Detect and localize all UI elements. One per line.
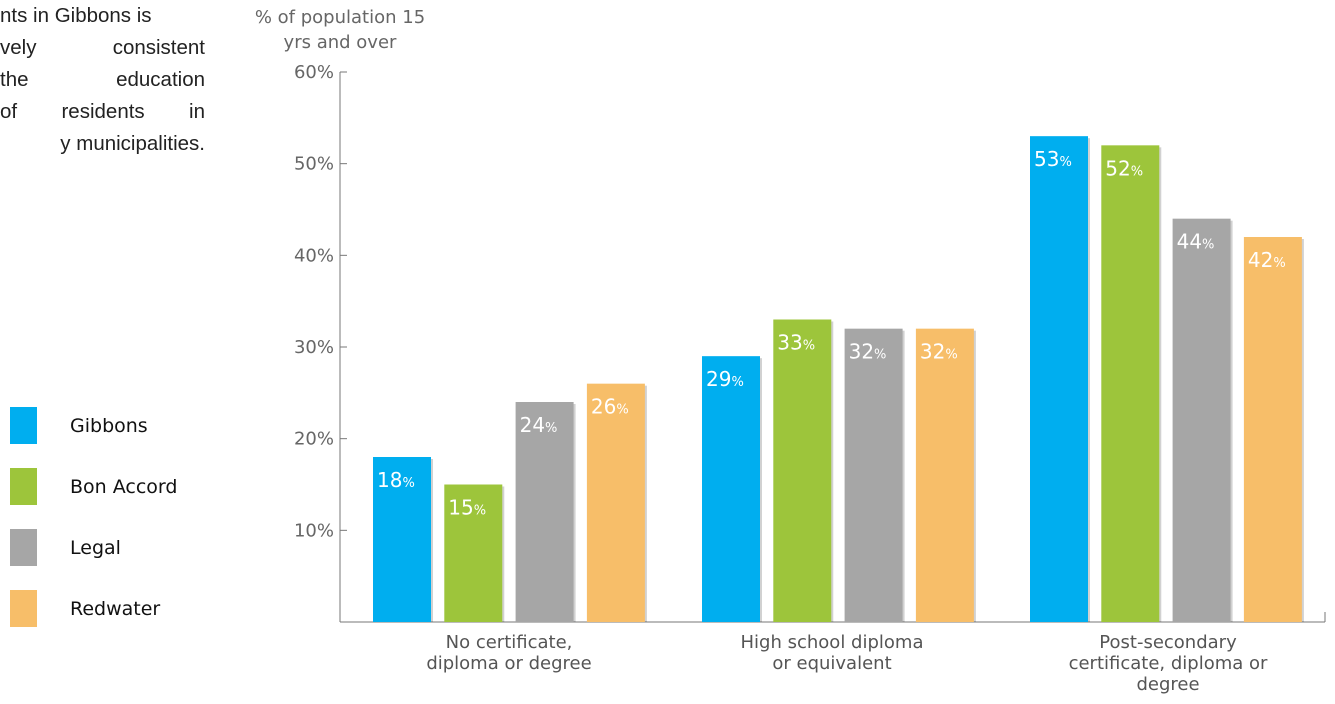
- y-tick-label: 30%: [294, 337, 334, 358]
- bar-shadow: [1159, 147, 1162, 623]
- y-tick-label: 10%: [294, 520, 334, 541]
- y-tick-label: 20%: [294, 429, 334, 450]
- bar-value-number: 32: [920, 340, 945, 364]
- legend-swatch: [10, 468, 37, 505]
- bar-redwater: [586, 383, 645, 622]
- bar-legal: [1172, 218, 1231, 622]
- category-label-line: certificate, diploma or: [1069, 653, 1268, 674]
- category-label-line: No certificate,: [446, 632, 573, 653]
- bar-shadow: [902, 330, 905, 622]
- legend-label: Bon Accord: [70, 475, 178, 498]
- intro-line: y municipalities.: [60, 132, 205, 155]
- bar-value-label: 18%: [377, 468, 415, 492]
- bar-redwater: [915, 328, 974, 622]
- bar-value-suffix: %: [945, 348, 957, 363]
- category-label-line: Post-secondary: [1099, 632, 1237, 653]
- bar-legal: [515, 402, 574, 622]
- bar-value-label: 44%: [1177, 230, 1215, 254]
- bar-value-suffix: %: [474, 504, 486, 519]
- bar-value-suffix: %: [803, 339, 815, 354]
- y-tick-label: 40%: [294, 245, 334, 266]
- legend-item-redwater: Redwater: [10, 578, 177, 639]
- bar-bon-accord: [773, 319, 832, 622]
- bar-value-number: 33: [777, 331, 802, 355]
- bar-value-suffix: %: [1202, 238, 1214, 253]
- bar-value-label: 33%: [777, 331, 815, 355]
- y-tick-label: 60%: [294, 62, 334, 83]
- bar-value-number: 52: [1105, 156, 1130, 180]
- legend-label: Redwater: [70, 597, 161, 620]
- bar-value-suffix: %: [616, 403, 628, 418]
- y-axis-title-line: % of population 15: [255, 7, 425, 28]
- bar-shadow: [1230, 220, 1233, 622]
- bar-value-number: 44: [1177, 230, 1202, 254]
- bar-value-suffix: %: [1273, 256, 1285, 271]
- bar-value-label: 26%: [591, 395, 629, 419]
- bar-shadow: [431, 459, 433, 622]
- intro-line: the education: [0, 68, 205, 91]
- bar-shadow: [644, 385, 647, 622]
- category-labels: No certificate,diploma or degree High sch…: [426, 632, 1268, 695]
- bar-value-suffix: %: [1059, 155, 1071, 170]
- bar-redwater: [1243, 237, 1302, 622]
- bar-gibbons: [702, 356, 760, 622]
- bar-value-suffix: %: [402, 476, 414, 491]
- bar-value-number: 42: [1248, 248, 1273, 272]
- bar-value-label: 24%: [520, 413, 558, 437]
- intro-line: vely consistent: [0, 36, 205, 59]
- legend-swatch: [10, 407, 37, 444]
- bar-value-label: 32%: [920, 340, 958, 364]
- category-label-line: or equivalent: [772, 653, 891, 674]
- chart-legend: Gibbons Bon Accord Legal Redwater: [10, 395, 177, 639]
- intro-line: of residents in: [0, 100, 205, 123]
- intro-line: nts in Gibbons is: [0, 4, 152, 27]
- legend-item-legal: Legal: [10, 517, 177, 578]
- legend-label: Legal: [70, 536, 121, 559]
- y-axis-title-line: yrs and over: [284, 32, 397, 53]
- legend-item-gibbons: Gibbons: [10, 395, 177, 456]
- bar-value-number: 26: [591, 395, 616, 419]
- bar-value-number: 29: [706, 367, 731, 391]
- bar-value-number: 15: [448, 496, 473, 520]
- bar-shadow: [573, 404, 576, 622]
- bar-shadow: [502, 486, 505, 622]
- bar-value-label: 32%: [849, 340, 887, 364]
- bar-shadow: [1088, 138, 1090, 622]
- bar-gibbons: [373, 457, 431, 622]
- legend-swatch: [10, 590, 37, 627]
- bar-shadow: [1301, 239, 1304, 622]
- category-label-line: High school diploma: [741, 632, 924, 653]
- bar-value-suffix: %: [1131, 164, 1143, 179]
- bar-bon-accord: [1101, 145, 1160, 623]
- category-label-line: degree: [1136, 674, 1199, 695]
- bar-legal: [844, 328, 903, 622]
- bar-value-number: 53: [1034, 147, 1059, 171]
- bar-value-label: 15%: [448, 496, 486, 520]
- bar-value-number: 24: [520, 413, 545, 437]
- bar-shadow: [973, 330, 976, 622]
- bar-value-label: 52%: [1105, 156, 1143, 180]
- y-axis: 10% 20% 30% 40% 50% 60%: [294, 62, 1326, 623]
- bar-value-suffix: %: [874, 348, 886, 363]
- intro-text: nts in Gibbons is vely consistent the ed…: [0, 0, 205, 160]
- bar-value-number: 32: [849, 340, 874, 364]
- y-tick-label: 50%: [294, 154, 334, 175]
- bar-group: 18%15%24%26%29%33% 32% 32%53% 52%44%42%: [373, 136, 1304, 623]
- legend-item-bon-accord: Bon Accord: [10, 456, 177, 517]
- bar-value-suffix: %: [545, 421, 557, 436]
- bar-shadow: [831, 321, 834, 622]
- category-label-line: diploma or degree: [426, 653, 591, 674]
- bar-value-number: 18: [377, 468, 402, 492]
- bar-gibbons: [1030, 136, 1088, 622]
- bar-value-label: 29%: [706, 367, 744, 391]
- bar-shadow: [760, 358, 762, 622]
- bar-bon-accord: [444, 484, 503, 622]
- bar-value-label: 42%: [1248, 248, 1286, 272]
- bar-value-label: 53%: [1034, 147, 1072, 171]
- legend-swatch: [10, 529, 37, 566]
- legend-label: Gibbons: [70, 414, 148, 437]
- bar-value-suffix: %: [731, 375, 743, 390]
